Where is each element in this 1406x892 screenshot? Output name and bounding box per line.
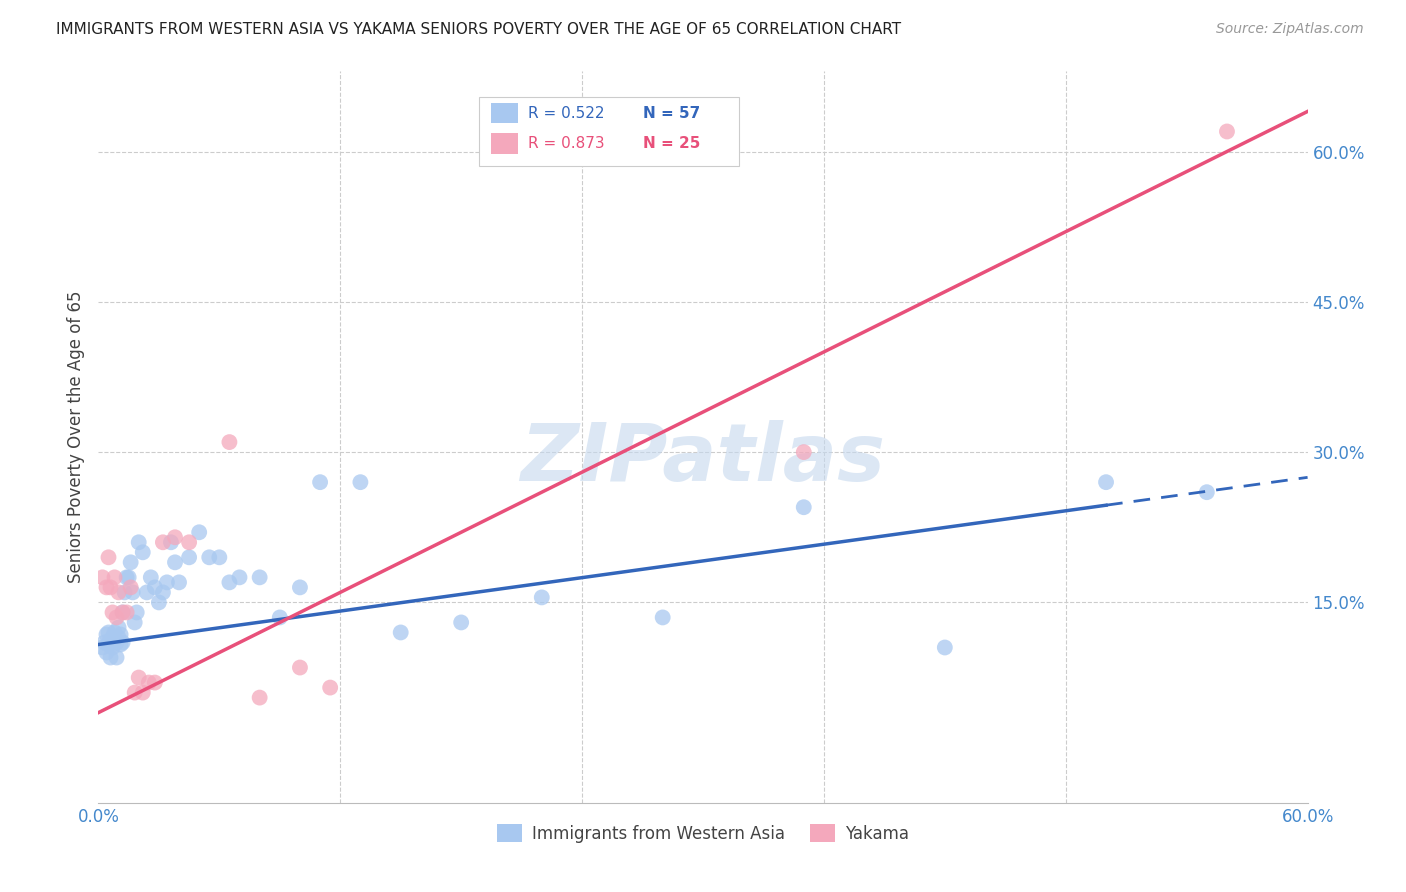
Point	[349, 475, 371, 490]
Point	[111, 606, 134, 620]
Point	[160, 535, 183, 549]
Text: R = 0.873: R = 0.873	[527, 136, 605, 152]
Point	[93, 635, 115, 649]
Point	[107, 620, 129, 634]
Point	[115, 570, 138, 584]
Point	[934, 640, 956, 655]
Point	[132, 685, 155, 699]
Point	[101, 631, 124, 645]
Point	[118, 570, 141, 584]
Point	[132, 545, 155, 559]
Point	[114, 585, 136, 599]
Point	[309, 475, 332, 490]
FancyBboxPatch shape	[492, 103, 517, 123]
Point	[218, 575, 240, 590]
Point	[163, 530, 186, 544]
Point	[228, 570, 250, 584]
Point	[152, 535, 174, 549]
Point	[530, 591, 553, 605]
Point	[1195, 485, 1218, 500]
Point	[128, 671, 150, 685]
Point	[138, 675, 160, 690]
Point	[139, 570, 162, 584]
Point	[249, 570, 271, 584]
Text: IMMIGRANTS FROM WESTERN ASIA VS YAKAMA SENIORS POVERTY OVER THE AGE OF 65 CORREL: IMMIGRANTS FROM WESTERN ASIA VS YAKAMA S…	[56, 22, 901, 37]
Point	[179, 535, 201, 549]
Text: ZIPatlas: ZIPatlas	[520, 420, 886, 498]
Point	[111, 606, 134, 620]
Point	[110, 627, 132, 641]
Point	[91, 570, 114, 584]
Point	[167, 575, 190, 590]
Point	[269, 610, 291, 624]
Point	[651, 610, 673, 624]
Point	[793, 445, 815, 459]
Point	[100, 580, 122, 594]
Legend: Immigrants from Western Asia, Yakama: Immigrants from Western Asia, Yakama	[491, 818, 915, 849]
Point	[105, 610, 128, 624]
Point	[450, 615, 472, 630]
Point	[198, 550, 221, 565]
Point	[152, 585, 174, 599]
Point	[96, 580, 118, 594]
Point	[218, 435, 240, 450]
Point	[124, 615, 146, 630]
Point	[103, 625, 125, 640]
Point	[1216, 124, 1239, 138]
Point	[96, 646, 118, 660]
Text: N = 25: N = 25	[643, 136, 700, 152]
Point	[100, 650, 122, 665]
Point	[107, 585, 129, 599]
Point	[135, 585, 157, 599]
Point	[163, 555, 186, 569]
Point	[103, 570, 125, 584]
Text: N = 57: N = 57	[643, 105, 700, 120]
Point	[120, 555, 142, 569]
Point	[288, 660, 311, 674]
Point	[103, 631, 125, 645]
FancyBboxPatch shape	[492, 134, 517, 154]
Point	[188, 525, 211, 540]
Point	[110, 638, 132, 652]
Point	[208, 550, 231, 565]
Point	[156, 575, 179, 590]
Point	[105, 650, 128, 665]
Point	[389, 625, 412, 640]
Point	[249, 690, 271, 705]
Point	[143, 580, 166, 594]
Point	[148, 595, 170, 609]
Point	[288, 580, 311, 594]
Point	[101, 640, 124, 655]
Text: Source: ZipAtlas.com: Source: ZipAtlas.com	[1216, 22, 1364, 37]
Point	[101, 606, 124, 620]
Point	[97, 550, 120, 565]
Point	[1095, 475, 1118, 490]
Point	[105, 635, 128, 649]
Point	[125, 606, 148, 620]
Point	[120, 580, 142, 594]
Point	[179, 550, 201, 565]
Point	[319, 681, 342, 695]
Point	[115, 606, 138, 620]
Point	[128, 535, 150, 549]
Text: R = 0.522: R = 0.522	[527, 105, 605, 120]
Point	[96, 627, 118, 641]
Point	[97, 625, 120, 640]
Point	[107, 631, 129, 645]
Point	[143, 675, 166, 690]
Point	[111, 635, 134, 649]
FancyBboxPatch shape	[479, 97, 740, 167]
Y-axis label: Seniors Poverty Over the Age of 65: Seniors Poverty Over the Age of 65	[66, 291, 84, 583]
Point	[793, 500, 815, 515]
Point	[100, 633, 122, 648]
Point	[124, 685, 146, 699]
Point	[91, 640, 114, 655]
Point	[97, 638, 120, 652]
Point	[121, 585, 143, 599]
